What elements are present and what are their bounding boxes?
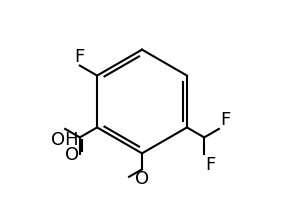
Text: O: O xyxy=(65,146,79,164)
Text: F: F xyxy=(75,47,85,65)
Text: F: F xyxy=(220,111,230,129)
Text: O: O xyxy=(135,170,149,187)
Text: F: F xyxy=(205,155,215,173)
Text: OH: OH xyxy=(51,130,79,148)
